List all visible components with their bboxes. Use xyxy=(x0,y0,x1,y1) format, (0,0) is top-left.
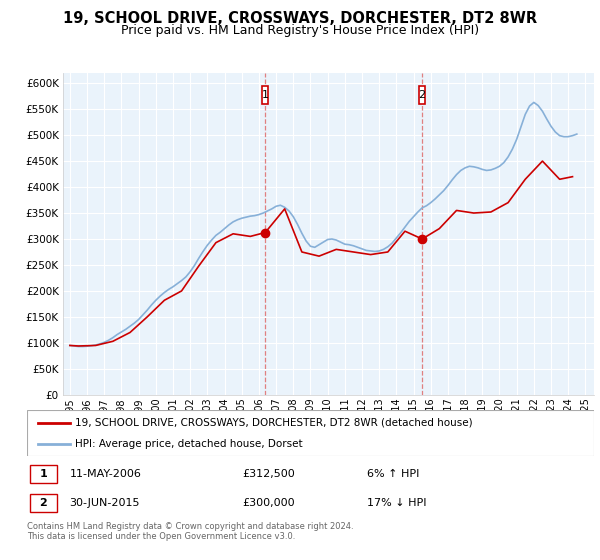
Text: 6% ↑ HPI: 6% ↑ HPI xyxy=(367,469,419,479)
Text: 30-JUN-2015: 30-JUN-2015 xyxy=(70,498,140,508)
Text: HPI: Average price, detached house, Dorset: HPI: Average price, detached house, Dors… xyxy=(75,439,303,449)
Text: 1: 1 xyxy=(40,469,47,479)
FancyBboxPatch shape xyxy=(262,86,268,104)
Text: 19, SCHOOL DRIVE, CROSSWAYS, DORCHESTER, DT2 8WR: 19, SCHOOL DRIVE, CROSSWAYS, DORCHESTER,… xyxy=(63,11,537,26)
Text: 1: 1 xyxy=(262,90,269,100)
Text: 11-MAY-2006: 11-MAY-2006 xyxy=(70,469,142,479)
Text: 17% ↓ HPI: 17% ↓ HPI xyxy=(367,498,427,508)
Text: 2: 2 xyxy=(40,498,47,508)
FancyBboxPatch shape xyxy=(30,494,57,512)
Text: 2: 2 xyxy=(419,90,426,100)
Text: Contains HM Land Registry data © Crown copyright and database right 2024.
This d: Contains HM Land Registry data © Crown c… xyxy=(27,522,353,542)
Text: £300,000: £300,000 xyxy=(242,498,295,508)
FancyBboxPatch shape xyxy=(419,86,425,104)
Text: 19, SCHOOL DRIVE, CROSSWAYS, DORCHESTER, DT2 8WR (detached house): 19, SCHOOL DRIVE, CROSSWAYS, DORCHESTER,… xyxy=(75,418,473,428)
FancyBboxPatch shape xyxy=(30,465,57,483)
FancyBboxPatch shape xyxy=(27,410,594,456)
Text: Price paid vs. HM Land Registry's House Price Index (HPI): Price paid vs. HM Land Registry's House … xyxy=(121,24,479,36)
Text: £312,500: £312,500 xyxy=(242,469,295,479)
